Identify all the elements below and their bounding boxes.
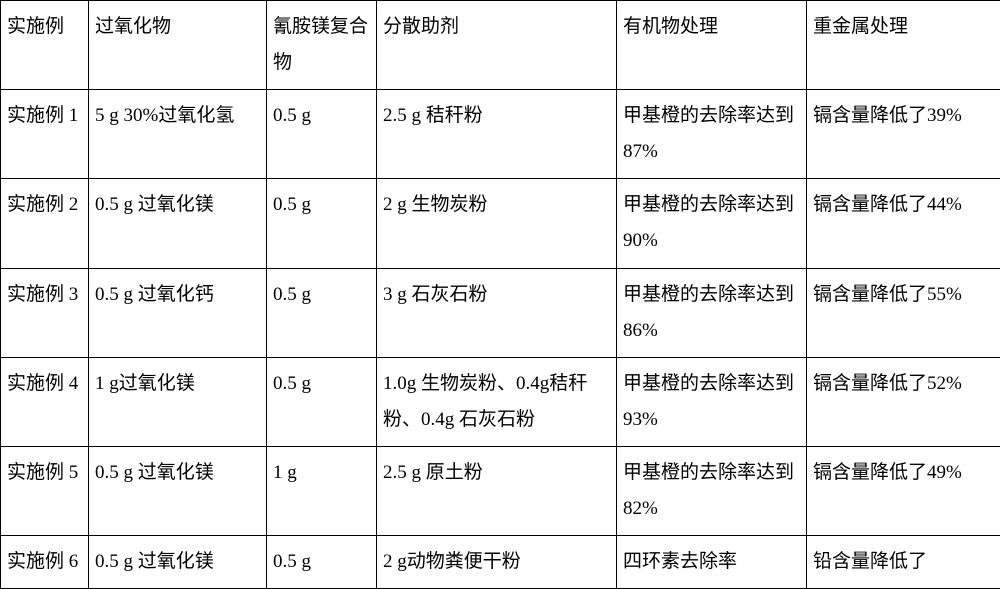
cell-metal: 镉含量降低了44% (807, 179, 1000, 268)
cell-metal: 镉含量降低了39% (807, 90, 1000, 179)
table-row: 实施例 5 0.5 g 过氧化镁 1 g 2.5 g 原土粉 甲基橙的去除率达到… (1, 446, 1000, 535)
cell-peroxide: 0.5 g 过氧化钙 (89, 268, 267, 357)
table-row: 实施例 3 0.5 g 过氧化钙 0.5 g 3 g 石灰石粉 甲基橙的去除率达… (1, 268, 1000, 357)
header-dispersant: 分散助剂 (377, 1, 617, 90)
cell-metal: 镉含量降低了55% (807, 268, 1000, 357)
header-peroxide: 过氧化物 (89, 1, 267, 90)
cell-example: 实施例 3 (1, 268, 89, 357)
cell-peroxide: 0.5 g 过氧化镁 (89, 179, 267, 268)
cell-organic: 甲基橙的去除率达到 93% (617, 357, 807, 446)
table-row: 实施例 1 5 g 30%过氧化氢 0.5 g 2.5 g 秸秆粉 甲基橙的去除… (1, 90, 1000, 179)
header-organic: 有机物处理 (617, 1, 807, 90)
cell-metal: 镉含量降低了52% (807, 357, 1000, 446)
cell-peroxide: 5 g 30%过氧化氢 (89, 90, 267, 179)
cell-compound: 0.5 g (267, 536, 377, 589)
cell-organic: 甲基橙的去除率达到 86% (617, 268, 807, 357)
cell-metal: 镉含量降低了49% (807, 446, 1000, 535)
cell-example: 实施例 1 (1, 90, 89, 179)
cell-dispersant: 2 g 生物炭粉 (377, 179, 617, 268)
cell-organic: 四环素去除率 (617, 536, 807, 589)
cell-metal: 铅含量降低了 (807, 536, 1000, 589)
cell-example: 实施例 4 (1, 357, 89, 446)
cell-organic: 甲基橙的去除率达到 87% (617, 90, 807, 179)
cell-peroxide: 0.5 g 过氧化镁 (89, 536, 267, 589)
experiment-table: 实施例 过氧化物 氰胺镁复合物 分散助剂 有机物处理 重金属处理 实施例 1 5… (0, 0, 1000, 589)
experiment-table-container: 实施例 过氧化物 氰胺镁复合物 分散助剂 有机物处理 重金属处理 实施例 1 5… (0, 0, 1000, 584)
cell-compound: 0.5 g (267, 90, 377, 179)
cell-peroxide: 0.5 g 过氧化镁 (89, 446, 267, 535)
cell-dispersant: 1.0g 生物炭粉、0.4g秸秆粉、0.4g 石灰石粉 (377, 357, 617, 446)
cell-organic: 甲基橙的去除率达到 90% (617, 179, 807, 268)
table-header-row: 实施例 过氧化物 氰胺镁复合物 分散助剂 有机物处理 重金属处理 (1, 1, 1000, 90)
cell-compound: 1 g (267, 446, 377, 535)
cell-organic: 甲基橙的去除率达到 82% (617, 446, 807, 535)
cell-example: 实施例 2 (1, 179, 89, 268)
cell-compound: 0.5 g (267, 268, 377, 357)
table-row: 实施例 6 0.5 g 过氧化镁 0.5 g 2 g动物粪便干粉 四环素去除率 … (1, 536, 1000, 589)
cell-peroxide: 1 g过氧化镁 (89, 357, 267, 446)
cell-dispersant: 2.5 g 秸秆粉 (377, 90, 617, 179)
header-metal: 重金属处理 (807, 1, 1000, 90)
cell-dispersant: 2 g动物粪便干粉 (377, 536, 617, 589)
header-example: 实施例 (1, 1, 89, 90)
cell-dispersant: 3 g 石灰石粉 (377, 268, 617, 357)
cell-example: 实施例 6 (1, 536, 89, 589)
cell-dispersant: 2.5 g 原土粉 (377, 446, 617, 535)
cell-example: 实施例 5 (1, 446, 89, 535)
table-row: 实施例 2 0.5 g 过氧化镁 0.5 g 2 g 生物炭粉 甲基橙的去除率达… (1, 179, 1000, 268)
cell-compound: 0.5 g (267, 357, 377, 446)
header-compound: 氰胺镁复合物 (267, 1, 377, 90)
cell-compound: 0.5 g (267, 179, 377, 268)
table-row: 实施例 4 1 g过氧化镁 0.5 g 1.0g 生物炭粉、0.4g秸秆粉、0.… (1, 357, 1000, 446)
